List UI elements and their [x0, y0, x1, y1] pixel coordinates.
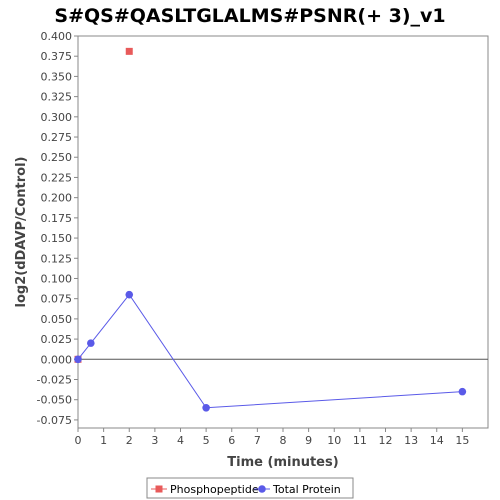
data-point	[202, 403, 210, 412]
x-tick-label: 8	[280, 434, 287, 447]
plot-area	[77, 35, 489, 429]
x-tick-label: 2	[126, 434, 133, 447]
y-tick-label: 0.150	[41, 232, 73, 245]
y-tick-label: -0.075	[37, 414, 72, 427]
series-layer	[74, 47, 467, 412]
x-tick-label: 7	[254, 434, 261, 447]
legend-entry: Phosphopeptide	[151, 483, 259, 496]
y-tick-label: 0.300	[41, 111, 73, 124]
x-tick-label: 9	[305, 434, 312, 447]
x-tick-label: 1	[100, 434, 107, 447]
y-axis: -0.075 -0.050 -0.025 0.000 0.025 0.050 0.075 0.…	[37, 30, 78, 427]
x-tick-label: 6	[228, 434, 235, 447]
y-tick-label: 0.125	[41, 252, 73, 265]
y-tick-label: 0.275	[41, 131, 73, 144]
x-tick-label: 12	[379, 434, 393, 447]
y-tick-label: 0.375	[41, 50, 73, 63]
y-tick-label: 0.400	[41, 30, 73, 43]
data-point	[125, 47, 133, 55]
x-axis: 0 1 2 3 4 5 6 7 8 9 10 11 12 13 14 15	[75, 428, 469, 447]
data-point	[87, 339, 95, 347]
x-axis-title: Time (minutes)	[227, 455, 338, 470]
legend-label: Phosphopeptide	[170, 483, 259, 496]
x-tick-label: 14	[430, 434, 444, 447]
legend-label: Total Protein	[272, 483, 341, 496]
legend-swatch	[155, 485, 163, 493]
y-tick-label: 0.000	[41, 353, 73, 366]
y-axis-title: log2(dDAVP/Control)	[14, 157, 29, 308]
y-tick-label: 0.050	[41, 313, 73, 326]
data-point	[74, 355, 82, 364]
y-tick-label: -0.050	[37, 394, 72, 407]
y-tick-label: 0.200	[41, 192, 73, 205]
chart-title: S#QS#QASLTGLALMS#PSNR(+ 3)_v1	[54, 5, 445, 27]
x-tick-label: 5	[203, 434, 210, 447]
y-tick-label: 0.225	[41, 171, 73, 184]
x-tick-label: 11	[353, 434, 367, 447]
legend-box	[146, 477, 354, 499]
legend: Phosphopeptide Total Protein	[146, 477, 354, 499]
y-tick-label: 0.075	[41, 293, 73, 306]
x-tick-label: 13	[404, 434, 418, 447]
y-tick-label: 0.350	[41, 70, 73, 83]
x-tick-label: 0	[75, 434, 82, 447]
y-tick-label: 0.175	[41, 212, 73, 225]
legend-entry: Total Protein	[254, 483, 341, 496]
data-point	[125, 290, 134, 299]
x-tick-label: 3	[151, 434, 158, 447]
data-point	[458, 387, 467, 396]
y-tick-label: 0.250	[41, 151, 73, 164]
y-tick-label: 0.025	[41, 333, 73, 346]
series-total-protein	[74, 290, 467, 412]
x-tick-label: 15	[455, 434, 469, 447]
y-tick-label: 0.100	[41, 272, 73, 285]
x-tick-label: 4	[177, 434, 184, 447]
x-tick-label: 10	[327, 434, 341, 447]
y-tick-label: 0.325	[41, 91, 73, 104]
y-tick-label: -0.025	[37, 374, 72, 387]
legend-swatch	[258, 485, 266, 493]
